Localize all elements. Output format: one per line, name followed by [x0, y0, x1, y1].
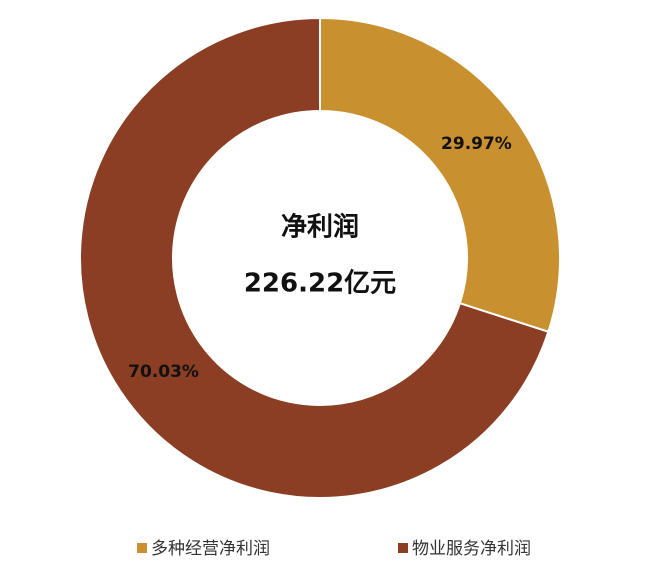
- legend-swatch: [398, 543, 408, 553]
- value-label: 70.03%: [128, 362, 199, 382]
- legend-swatch: [137, 543, 147, 553]
- legend-label: 物业服务净利润: [412, 539, 531, 559]
- center-title: 净利润: [281, 212, 359, 243]
- donut-slice: [79, 16, 550, 499]
- center-value: 226.22亿元: [244, 269, 396, 299]
- value-label: 29.97%: [441, 134, 512, 154]
- donut-slice: [319, 16, 561, 333]
- legend-label: 多种经营净利润: [151, 539, 270, 559]
